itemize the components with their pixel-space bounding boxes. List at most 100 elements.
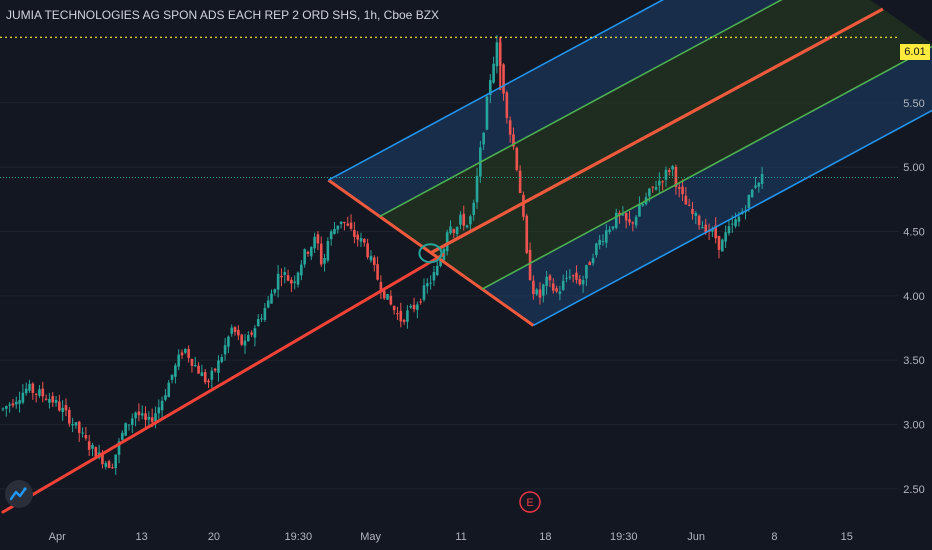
candle-body-139[interactable] <box>462 213 466 226</box>
candle-body-166[interactable] <box>551 283 555 291</box>
candle-body-215[interactable] <box>714 225 717 239</box>
candle-body-172[interactable] <box>571 275 575 277</box>
candle-body-117[interactable] <box>389 295 393 305</box>
candle-body-210[interactable] <box>697 215 701 226</box>
candle-body-3[interactable] <box>11 403 15 406</box>
candle-body-11[interactable] <box>38 389 41 396</box>
candle-body-145[interactable] <box>482 132 485 145</box>
candle-body-130[interactable] <box>432 272 436 281</box>
candle-body-102[interactable] <box>339 221 343 225</box>
candle-body-28[interactable] <box>94 447 98 459</box>
candle-body-129[interactable] <box>429 282 432 284</box>
candle-body-187[interactable] <box>621 214 625 216</box>
candle-body-178[interactable] <box>591 257 595 264</box>
candle-body-107[interactable] <box>356 234 359 240</box>
candle-body-200[interactable] <box>664 169 668 180</box>
candle-body-181[interactable] <box>601 241 605 243</box>
earnings-event-marker[interactable] <box>519 491 541 513</box>
candle-body-38[interactable] <box>127 424 131 426</box>
candle-body-43[interactable] <box>144 413 147 420</box>
candle-body-58[interactable] <box>193 365 197 367</box>
candle-body-30[interactable] <box>101 452 104 465</box>
candle-body-60[interactable] <box>200 372 204 376</box>
candle-body-177[interactable] <box>588 262 592 266</box>
candle-body-106[interactable] <box>353 230 356 237</box>
candle-body-128[interactable] <box>426 283 429 287</box>
candle-body-155[interactable] <box>515 147 519 170</box>
candle-body-34[interactable] <box>114 454 118 469</box>
candle-body-202[interactable] <box>671 165 674 170</box>
candle-body-41[interactable] <box>137 411 141 416</box>
candle-body-196[interactable] <box>651 186 655 188</box>
candle-body-65[interactable] <box>217 360 220 373</box>
candle-body-54[interactable] <box>180 352 184 356</box>
candle-body-208[interactable] <box>691 208 694 214</box>
candle-body-197[interactable] <box>654 187 658 190</box>
candle-body-152[interactable] <box>505 92 509 118</box>
candle-body-136[interactable] <box>452 229 456 233</box>
candle-body-27[interactable] <box>91 445 94 449</box>
candle-body-75[interactable] <box>250 332 253 335</box>
candle-body-141[interactable] <box>469 216 472 225</box>
candle-body-143[interactable] <box>475 175 479 203</box>
pitchfork[interactable] <box>327 0 932 327</box>
candle-body-228[interactable] <box>757 182 761 187</box>
candle-body-100[interactable] <box>333 228 336 234</box>
candle-body-46[interactable] <box>154 413 157 422</box>
candle-body-142[interactable] <box>472 202 476 215</box>
candle-body-222[interactable] <box>737 216 741 222</box>
candle-body-68[interactable] <box>227 336 230 347</box>
candle-body-22[interactable] <box>74 422 78 426</box>
candle-body-48[interactable] <box>160 400 164 411</box>
pitchfork-median-line-0[interactable] <box>430 7 884 255</box>
candle-body-78[interactable] <box>260 318 263 320</box>
candle-body-89[interactable] <box>296 272 300 285</box>
candle-body-185[interactable] <box>614 212 618 228</box>
candle-body-122[interactable] <box>406 310 409 322</box>
candle-body-96[interactable] <box>319 243 323 265</box>
candle-body-173[interactable] <box>575 272 578 280</box>
candle-body-35[interactable] <box>117 441 121 455</box>
candle-body-16[interactable] <box>54 400 58 403</box>
candle-body-203[interactable] <box>674 166 678 187</box>
candle-body-7[interactable] <box>24 388 28 394</box>
candle-body-105[interactable] <box>349 222 353 229</box>
candle-body-204[interactable] <box>677 187 681 189</box>
candle-body-153[interactable] <box>508 120 512 135</box>
candle-body-168[interactable] <box>558 291 562 294</box>
candle-body-31[interactable] <box>104 463 108 467</box>
candle-body-88[interactable] <box>293 281 297 283</box>
candle-body-146[interactable] <box>485 96 489 130</box>
candle-body-209[interactable] <box>694 213 698 216</box>
candle-body-4[interactable] <box>14 401 18 405</box>
candle-body-211[interactable] <box>701 227 704 229</box>
candle-body-80[interactable] <box>266 300 270 308</box>
candle-body-216[interactable] <box>717 235 721 250</box>
candle-body-184[interactable] <box>611 226 615 229</box>
candle-body-50[interactable] <box>167 382 171 398</box>
candle-body-12[interactable] <box>41 388 45 397</box>
candle-body-206[interactable] <box>684 195 688 205</box>
candle-body-183[interactable] <box>608 229 611 232</box>
trend-line[interactable] <box>1 253 445 514</box>
candle-body-79[interactable] <box>263 308 267 320</box>
candle-body-23[interactable] <box>77 421 81 433</box>
candle-body-159[interactable] <box>528 249 532 281</box>
candle-body-93[interactable] <box>309 247 313 257</box>
candle-body-74[interactable] <box>247 335 250 342</box>
candle-body-104[interactable] <box>346 223 350 226</box>
candle-body-40[interactable] <box>134 412 137 419</box>
candle-body-195[interactable] <box>648 188 651 197</box>
candle-body-201[interactable] <box>667 170 671 172</box>
candle-body-86[interactable] <box>286 275 290 281</box>
candle-body-44[interactable] <box>147 416 151 420</box>
candle-body-167[interactable] <box>555 288 558 292</box>
candle-body-45[interactable] <box>150 417 154 423</box>
candle-body-121[interactable] <box>402 319 406 322</box>
candle-body-98[interactable] <box>326 240 330 261</box>
candle-body-179[interactable] <box>595 243 598 256</box>
candle-body-127[interactable] <box>422 285 426 300</box>
candle-body-226[interactable] <box>750 189 754 198</box>
candle-body-138[interactable] <box>459 214 462 225</box>
candle-body-20[interactable] <box>67 410 71 424</box>
